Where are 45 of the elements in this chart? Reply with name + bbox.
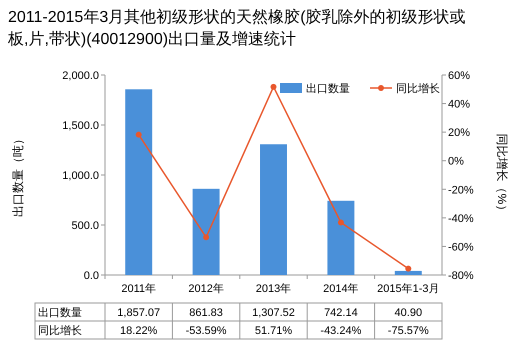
y2-tick-label: 60% [448, 70, 470, 82]
data-label: 18.22% [120, 325, 158, 337]
data-label: -75.57% [388, 325, 429, 337]
point [405, 266, 412, 272]
x-tick-label: 2014年 [323, 283, 359, 295]
y-tick-label: 0.0 [84, 270, 99, 282]
y2-tick-label: 40% [448, 98, 470, 111]
legend-label: 出口数量 [306, 82, 350, 95]
bar [260, 144, 287, 275]
y2-tick-label: 0% [448, 156, 464, 168]
data-label: 51.71% [254, 325, 292, 337]
chart-title: 2011-2015年3月其他初级形状的天然橡胶(胶乳除外的初级形状或板,片,带状)(40012900)出口量及增速统计 [7, 8, 466, 48]
bar [327, 200, 354, 275]
y-tick-label: 2,000.0 [62, 70, 99, 82]
data-label: 1,307.52 [252, 307, 295, 319]
y-tick-label: 1,000.0 [62, 170, 99, 182]
point [136, 132, 142, 138]
x-tick-label: 2015年1-3月 [377, 283, 440, 295]
y2-axis-title: 同比增长（%） [495, 134, 509, 216]
y-tick-label: 500.0 [71, 220, 99, 232]
point [338, 219, 344, 226]
data-label: 40.90 [394, 307, 422, 319]
x-tick-label: 2012年 [188, 283, 224, 295]
bar [125, 89, 152, 275]
legend-label: 同比增长 [396, 82, 440, 95]
y-axis-title: 出口数量（吨） [11, 133, 25, 217]
y2-tick-label: 20% [448, 127, 470, 140]
data-label: 742.14 [324, 307, 358, 319]
y-tick-label: 1,500.0 [62, 120, 99, 132]
x-tick-label: 2011年 [121, 283, 156, 295]
x-tick-label: 2013年 [256, 283, 292, 295]
text: 出口数量 [38, 307, 82, 319]
data-label: -53.59% [186, 325, 227, 337]
y2-tick-label: -60% [448, 241, 474, 254]
y2-tick-label: -20% [448, 184, 474, 196]
point [203, 234, 210, 240]
y2-tick-label: -80% [448, 270, 474, 282]
bar [394, 270, 422, 275]
data-label: 861.83 [189, 307, 223, 319]
data-label: -43.24% [320, 325, 362, 337]
bar [192, 188, 220, 275]
point [270, 84, 276, 90]
data-label: 1,857.07 [117, 307, 160, 319]
text: 同比增长 [38, 325, 82, 337]
y2-tick-label: -40% [448, 212, 474, 225]
